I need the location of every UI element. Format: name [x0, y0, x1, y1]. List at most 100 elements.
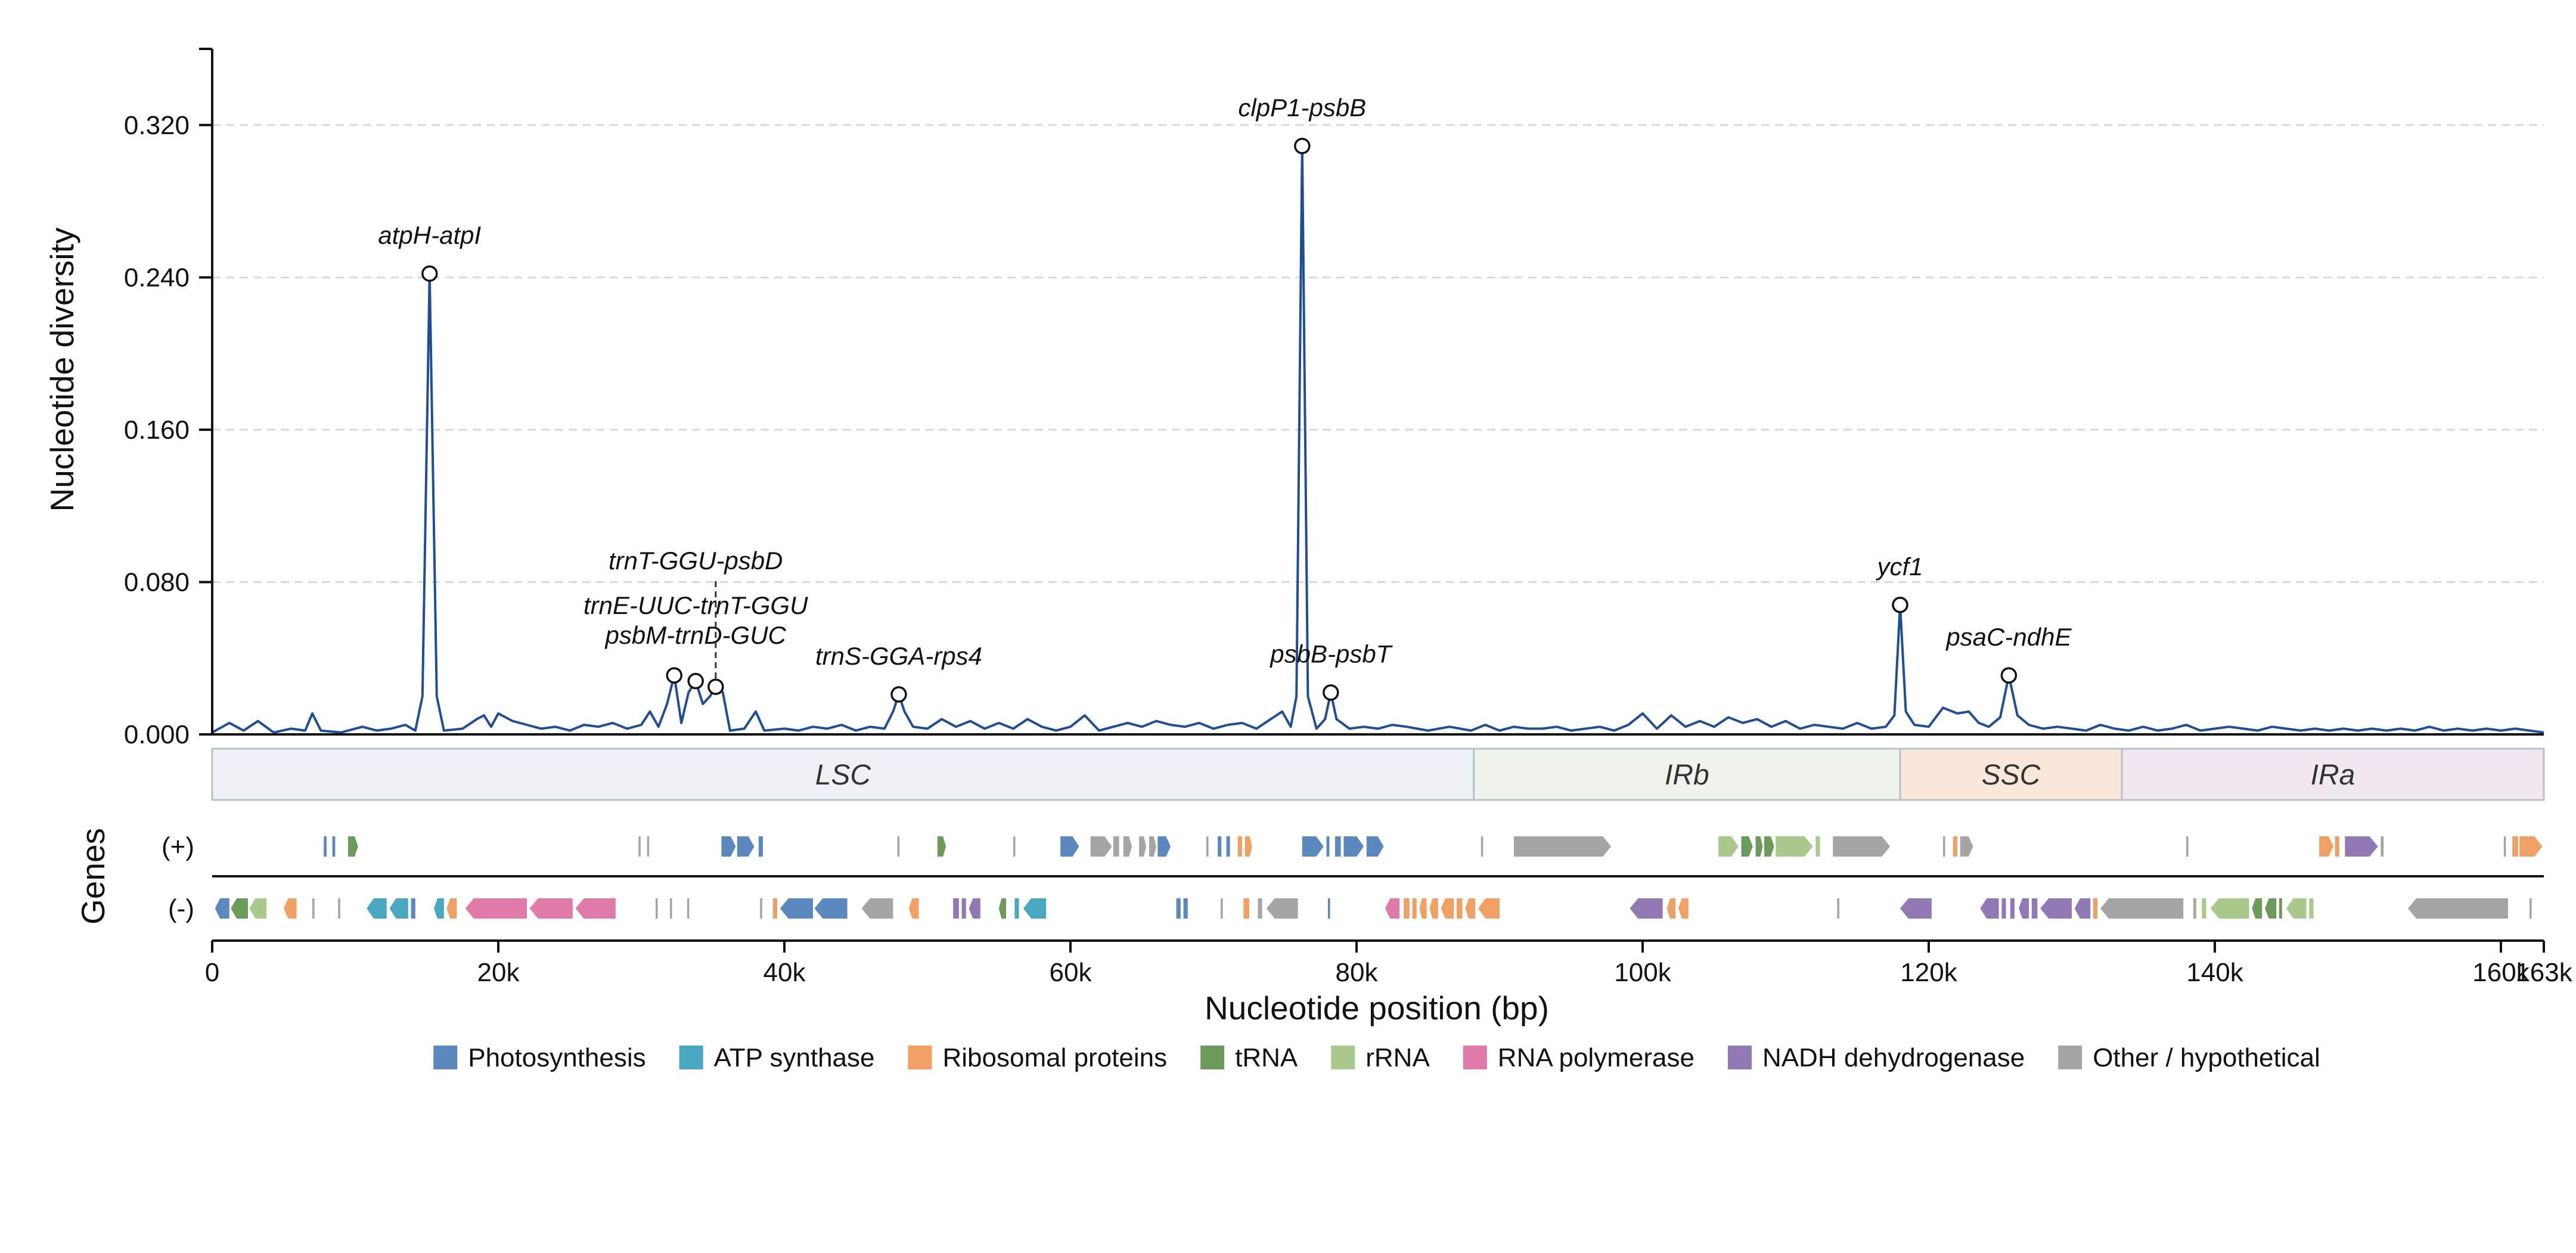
- gene-trna: [1741, 836, 1753, 857]
- gene-ribosomal: [1465, 898, 1476, 919]
- legend-label-atp: ATP synthase: [714, 1043, 875, 1072]
- gene-photosynthesis: [411, 898, 415, 919]
- diversity-line: [212, 144, 2544, 734]
- gene-other: [1514, 836, 1612, 857]
- gene-ribosomal: [2512, 836, 2518, 857]
- region-label: IRa: [2311, 759, 2355, 791]
- gene-photosynthesis: [758, 836, 763, 857]
- x-tick-label: 40k: [764, 958, 806, 987]
- gene-ribosomal: [2093, 898, 2098, 919]
- gene-other: [1139, 836, 1147, 857]
- diversity-series: [212, 144, 2544, 734]
- gene-other: [338, 898, 340, 919]
- gene-photosynthesis: [1328, 898, 1330, 919]
- axes: 0.000 0.080 0.160 0.240 0.320 0 20k 40k 60k 80k 10…: [124, 48, 2573, 987]
- gene-photosynthesis: [1302, 836, 1324, 857]
- gene-photosynthesis: [215, 898, 229, 919]
- gene-other: [2193, 898, 2196, 919]
- gene-other: [760, 898, 762, 919]
- legend-label-rrna: rRNA: [1365, 1043, 1430, 1072]
- gene-other: [2381, 836, 2384, 857]
- gene-other: [1266, 898, 1298, 919]
- gene-other: [2186, 836, 2189, 857]
- peak-marker: [1323, 684, 1339, 701]
- gene-ndh: [1900, 898, 1932, 919]
- region-ira: [2121, 748, 2545, 801]
- gene-trna: [1764, 836, 1774, 857]
- gene-ribosomal: [772, 898, 777, 919]
- gene-trna: [937, 836, 946, 857]
- gene-photosynthesis: [814, 898, 848, 919]
- peak-marker: [2000, 667, 2018, 684]
- gene-ribosomal: [1244, 836, 1252, 857]
- gene-ribosomal: [1237, 836, 1242, 857]
- y-tick-label: 0.080: [124, 567, 190, 597]
- gene-ndh: [1980, 898, 1999, 919]
- gene-other: [1013, 836, 1016, 857]
- gene-rrna: [1776, 836, 1813, 857]
- peak-marker: [421, 265, 438, 282]
- genome-regions: LSC IRb SSC IRa: [211, 748, 2545, 801]
- peak-marker: [687, 672, 704, 690]
- gene-ndh: [2345, 836, 2378, 857]
- legend-swatch-atp: [679, 1046, 703, 1069]
- peak-label: atpH-atpI: [378, 221, 481, 249]
- gene-photosynthesis: [1326, 836, 1330, 857]
- x-axis-title: Nucleotide position (bp): [1205, 990, 1549, 1026]
- gene-ribosomal: [284, 898, 297, 919]
- gene-photosynthesis: [1060, 836, 1079, 857]
- gene-other: [1123, 836, 1132, 857]
- y-tick-label: 0.160: [124, 415, 190, 445]
- gene-other: [1090, 836, 1112, 857]
- region-lsc: [211, 748, 1475, 801]
- gene-other: [2503, 836, 2506, 857]
- gene-rrna: [1718, 836, 1739, 857]
- gene-rna_polymerase: [529, 898, 573, 919]
- gene-rrna: [2210, 898, 2249, 919]
- gene-atp: [1014, 898, 1019, 919]
- gene-other: [1149, 836, 1156, 857]
- x-tick-label: 100k: [1614, 958, 1671, 987]
- gene-other: [647, 836, 650, 857]
- strand-plus-label: (+): [162, 832, 194, 861]
- peak-annotations: atpH-atpI clpP1-psbB psbM-trnD-GUCtrnE-UUC…: [378, 94, 2072, 703]
- gene-other: [1960, 836, 1973, 857]
- gene-photosynthesis: [1343, 836, 1364, 857]
- gene-ndh: [2010, 898, 2015, 919]
- gene-track: (+) (-): [162, 832, 2544, 942]
- region-ssc: [1899, 748, 2123, 801]
- legend-label-photosynthesis: Photosynthesis: [468, 1043, 645, 1072]
- gene-atp: [389, 898, 408, 919]
- x-tick-label: 120k: [1900, 958, 1957, 987]
- legend-swatch-photosynthesis: [433, 1046, 458, 1069]
- strand-minus-label: (-): [168, 894, 194, 923]
- gene-photosynthesis: [1218, 836, 1222, 857]
- gene-photosynthesis: [1157, 836, 1171, 857]
- gene-trna: [999, 898, 1006, 919]
- gene-ribosomal: [1478, 898, 1500, 919]
- gene-ndh: [2031, 898, 2038, 919]
- peak-label: trnS-GGA-rps4: [815, 642, 982, 670]
- gene-atp: [1023, 898, 1047, 919]
- gene-other: [1221, 898, 1223, 919]
- gene-trna: [2265, 898, 2277, 919]
- legend-swatch-ndh: [1727, 1046, 1752, 1069]
- legend-label-ndh: NADH dehydrogenase: [1762, 1043, 2025, 1072]
- gene-ndh: [2019, 898, 2029, 919]
- gene-other: [1943, 836, 1945, 857]
- gene-trna: [2252, 898, 2262, 919]
- x-tick-label: 20k: [477, 958, 520, 987]
- y-axis-title: Nucleotide diversity: [44, 227, 80, 511]
- gene-other: [1206, 836, 1209, 857]
- gene-other: [1258, 898, 1262, 919]
- legend-swatch-ribosomal: [908, 1046, 932, 1069]
- legend-label-rna_polymerase: RNA polymerase: [1498, 1043, 1694, 1072]
- region-label: IRb: [1665, 759, 1709, 791]
- peak-label: psbB-psbT: [1269, 640, 1393, 668]
- legend: Photosynthesis ATP synthase Ribosomal prot…: [433, 1043, 2320, 1072]
- peak-label: trnE-UUC-trnT-GGU: [584, 591, 808, 619]
- gene-trna: [348, 836, 358, 857]
- region-label: LSC: [815, 759, 871, 791]
- peak-label: ycf1: [1875, 553, 1923, 581]
